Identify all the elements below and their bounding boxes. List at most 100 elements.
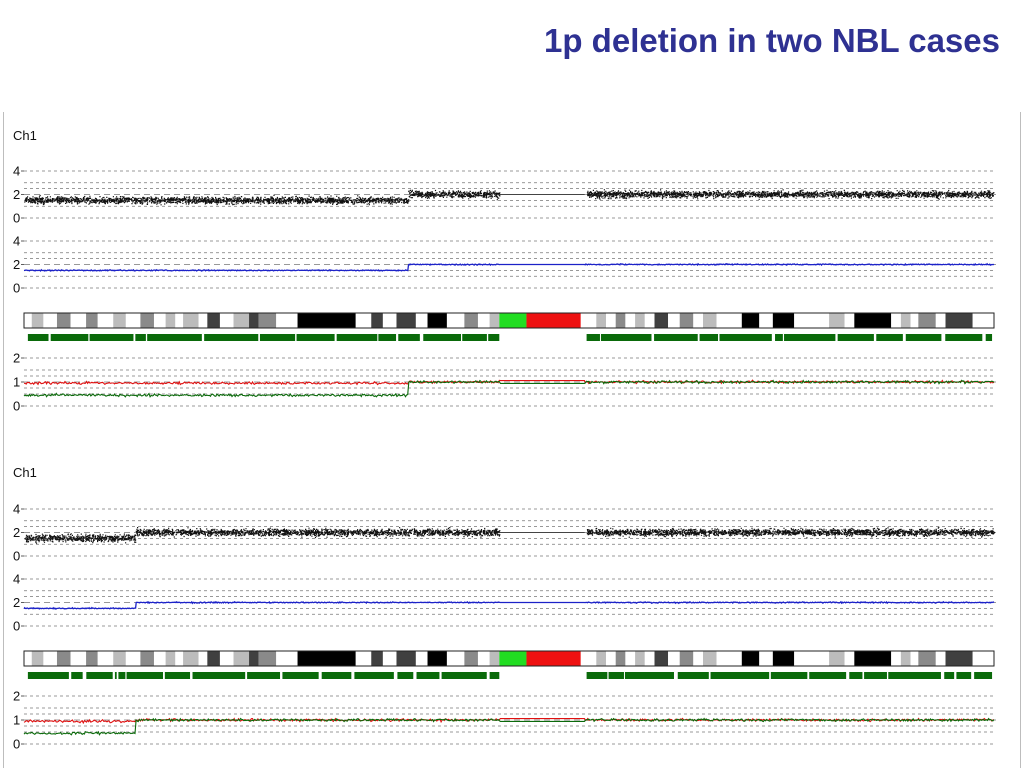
snp-coverage-bar [135, 334, 146, 341]
ideogram-band [382, 651, 397, 666]
copy-number-figure: Ch1 0 2 4 0 2 4 0 1 2 Ch1 0 2 4 0 2 4 0 1 2 [13, 128, 996, 752]
ideogram-band [900, 313, 911, 328]
ideogram-band [153, 651, 166, 666]
ideogram-band [854, 651, 892, 666]
ideogram-band [972, 313, 994, 328]
ideogram-band [759, 313, 773, 328]
ideogram-band [844, 651, 855, 666]
snp-coverage-bar [397, 672, 414, 679]
ideogram-band [844, 313, 855, 328]
ideogram-band [56, 313, 71, 328]
snp-coverage-bar [809, 672, 847, 679]
ideogram-band [635, 313, 645, 328]
case-1-panel: Ch1 0 2 4 0 2 4 0 1 2 [13, 128, 996, 414]
ideogram-band [233, 651, 250, 666]
ideogram-band [606, 313, 616, 328]
ideogram-band [654, 313, 669, 328]
ideogram-band [935, 313, 946, 328]
y-tick-label: 4 [13, 572, 20, 587]
ideogram-band [153, 313, 166, 328]
ideogram-band [829, 313, 845, 328]
snp-coverage-bar [719, 334, 772, 341]
snp-coverage-bar [586, 334, 600, 341]
ideogram-band [972, 651, 994, 666]
ideogram-band [615, 651, 626, 666]
snp-coverage-bar [876, 334, 903, 341]
ideogram-band [446, 313, 465, 328]
ideogram-band [427, 313, 447, 328]
ideogram-band [854, 313, 892, 328]
snp-coverage-bar [27, 672, 69, 679]
snp-coverage-bar [849, 672, 863, 679]
ideogram-band [125, 651, 141, 666]
y-tick-label: 2 [13, 187, 20, 202]
ideogram-band [918, 313, 936, 328]
ideogram-band [716, 313, 742, 328]
snp-coverage-bar [423, 334, 462, 341]
ideogram-band [31, 313, 44, 328]
snp-coverage-bar [259, 334, 296, 341]
ideogram-band [113, 313, 126, 328]
ideogram-band [772, 313, 795, 328]
ideogram-band [219, 313, 234, 328]
ideogram-band [526, 651, 581, 666]
ideogram-band [382, 313, 397, 328]
y-tick-label: 0 [13, 549, 20, 564]
ideogram-band [693, 651, 703, 666]
ideogram-band [396, 651, 416, 666]
ideogram-band [668, 313, 680, 328]
ideogram-band [596, 313, 606, 328]
y-tick-label: 2 [13, 595, 20, 610]
ideogram-band [70, 313, 87, 328]
ideogram-band [679, 313, 694, 328]
ideogram-band [891, 651, 901, 666]
ideogram-band [935, 651, 946, 666]
ideogram-band [297, 651, 356, 666]
ideogram-band [499, 313, 527, 328]
smoothed-copy-number-line [23, 262, 995, 273]
y-tick-label: 0 [13, 211, 20, 226]
ideogram-band [355, 651, 372, 666]
ideogram-band [233, 313, 250, 328]
ideogram-band [716, 651, 742, 666]
ideogram-band [910, 313, 919, 328]
y-tick-label: 4 [13, 234, 20, 249]
ideogram-band [113, 651, 126, 666]
ideogram-band [415, 313, 428, 328]
ideogram-band [526, 313, 581, 328]
ideogram-band [165, 313, 176, 328]
ideogram-band [198, 313, 208, 328]
ideogram-band [86, 651, 98, 666]
ideogram-band [86, 313, 98, 328]
ideogram-band [297, 313, 356, 328]
ideogram-band [703, 313, 717, 328]
snp-coverage-bar [296, 334, 335, 341]
snp-coverage-bar [945, 334, 983, 341]
ideogram-band [741, 651, 760, 666]
ideogram-band [693, 313, 703, 328]
y-tick-label: 2 [13, 525, 20, 540]
ideogram-band [24, 651, 32, 666]
snp-coverage-bar [114, 672, 117, 679]
snp-coverage-bar [378, 334, 397, 341]
ideogram-band [415, 651, 428, 666]
ideogram-band [615, 313, 626, 328]
snp-coverage-bar [441, 672, 487, 679]
ideogram-band [703, 651, 717, 666]
snp-coverage-bar [677, 672, 709, 679]
case-2-panel: Ch1 0 2 4 0 2 4 0 1 2 [13, 465, 996, 752]
y-tick-label: 0 [13, 737, 20, 752]
snp-coverage-bar [608, 672, 624, 679]
snp-coverage-bar [398, 334, 420, 341]
y-tick-label: 2 [13, 257, 20, 272]
ideogram-band [43, 651, 57, 666]
y-tick-label: 4 [13, 164, 20, 179]
ideogram-band [249, 651, 259, 666]
ideogram-band [258, 313, 277, 328]
smoothed-copy-number-line [23, 600, 995, 611]
ideogram-band [97, 651, 114, 666]
snp-coverage-bar [282, 672, 319, 679]
raw-copy-number-points [24, 189, 995, 206]
snp-coverage-bar [775, 334, 783, 341]
ideogram-band [24, 313, 32, 328]
